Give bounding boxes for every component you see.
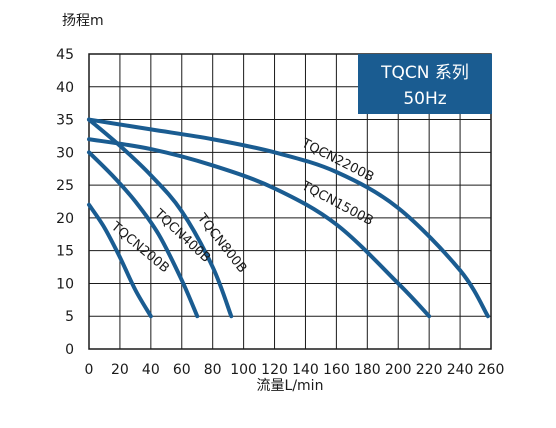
y-tick-label: 40 [56, 80, 74, 96]
y-tick-label: 0 [65, 342, 74, 358]
x-tick-label: 240 [447, 362, 474, 378]
y-axis-label: 扬程m [62, 13, 104, 29]
y-tick-label: 45 [56, 47, 74, 63]
x-tick-label: 40 [142, 362, 160, 378]
chart-subtitle: 50Hz [403, 89, 446, 109]
x-tick-label: 140 [292, 362, 319, 378]
x-tick-label: 220 [416, 362, 443, 378]
y-tick-label: 20 [56, 211, 74, 227]
chart-title: TQCN 系列 [380, 63, 469, 83]
x-tick-label: 160 [323, 362, 350, 378]
x-axis-label: 流量L/min [257, 378, 324, 394]
x-tick-label: 200 [385, 362, 412, 378]
series-line-tqcn2200b [87, 117, 490, 319]
x-tick-label: 120 [261, 362, 288, 378]
series-layer [87, 117, 490, 319]
series-label-layer: TQCN200BTQCN400BTQCN800BTQCN1500BTQCN220… [107, 136, 376, 277]
y-tick-label: 25 [56, 178, 74, 194]
x-tick-label: 0 [85, 362, 94, 378]
series-line-tqcn1500b [87, 137, 432, 319]
title-box-bg [358, 54, 492, 114]
x-tick-label: 180 [354, 362, 381, 378]
y-tick-label: 15 [56, 244, 74, 260]
y-tick-label: 30 [56, 145, 74, 161]
x-tick-label: 100 [230, 362, 257, 378]
series-line-tqcn200b [87, 202, 153, 319]
x-tick-label: 260 [478, 362, 505, 378]
y-tick-label: 10 [56, 276, 74, 292]
series-line-tqcn400b [87, 150, 200, 319]
plot-frame [88, 53, 492, 350]
y-tick-label: 5 [65, 309, 74, 325]
title-box: TQCN 系列 50Hz [358, 54, 492, 114]
x-tick-label: 60 [173, 362, 191, 378]
x-tick-label: 80 [204, 362, 222, 378]
tick-labels: 0 20 40 60 80 100 120 140 160 180 200 220 240 260 0 5 10… [56, 47, 504, 378]
y-tick-label: 35 [56, 113, 74, 129]
x-tick-label: 20 [111, 362, 129, 378]
